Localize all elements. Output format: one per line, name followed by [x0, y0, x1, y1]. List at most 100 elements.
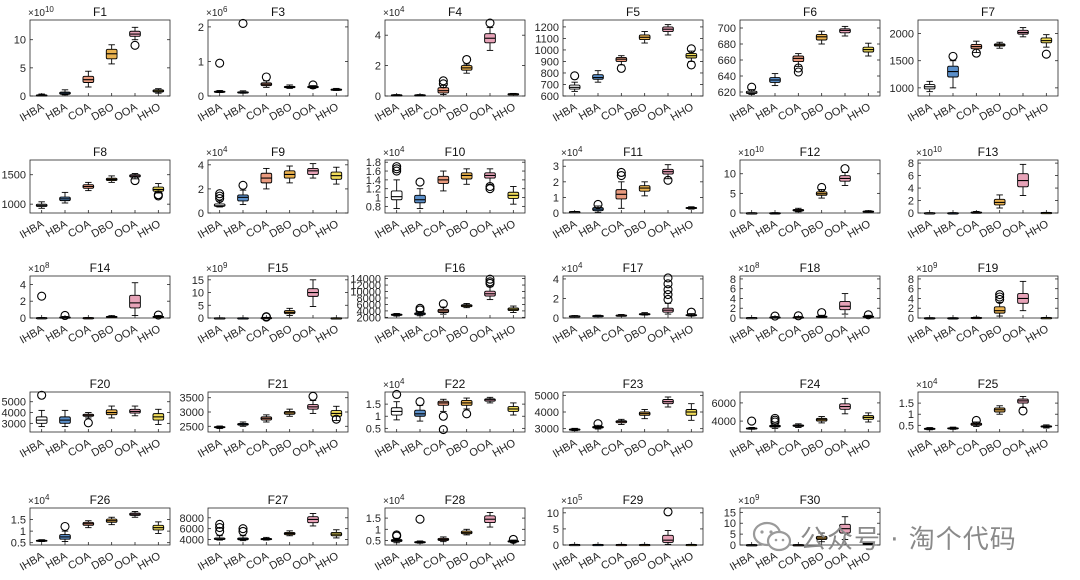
- y-tick-label: 1000: [2, 199, 26, 211]
- box-ooa: [1017, 27, 1029, 38]
- x-tick-label: HHO: [669, 218, 697, 241]
- box-ihba: [568, 543, 581, 547]
- x-tick-label: HHO: [136, 218, 164, 241]
- y-exponent-label: ×104: [561, 145, 583, 159]
- box-dbo: [283, 165, 296, 184]
- x-tick-label: HHO: [669, 550, 697, 573]
- box-ooa: [662, 164, 674, 185]
- outlier-point: [415, 303, 425, 313]
- box-ooa: [484, 168, 496, 194]
- y-tick-label: 1.5: [366, 513, 381, 525]
- outlier-point: [663, 175, 673, 185]
- y-exponent-label: ×1010: [738, 145, 764, 159]
- y-tick-label: 1: [553, 192, 559, 204]
- panel-title: F1: [93, 5, 107, 19]
- box-ooa: [1017, 163, 1029, 196]
- box-hho: [152, 521, 165, 534]
- box-body: [390, 190, 403, 201]
- y-tick-label: 4000: [535, 407, 559, 419]
- x-tick-label: HBA: [754, 323, 780, 345]
- axes-frame: [29, 275, 171, 319]
- y-tick-label: 0: [553, 208, 559, 220]
- panel-title: F3: [271, 5, 285, 19]
- x-tick-label: HHO: [846, 437, 874, 460]
- x-tick-label: HBA: [222, 437, 248, 459]
- y-tick-label: 15: [724, 507, 736, 519]
- box-ihba: [390, 389, 403, 421]
- y-tick-label: 0: [908, 208, 914, 220]
- box-hba: [769, 311, 781, 321]
- box-body: [839, 300, 851, 311]
- outlier-point: [485, 277, 495, 287]
- y-tick-label: 5: [730, 529, 736, 541]
- y-tick-label: 1100: [535, 33, 559, 45]
- box-hho: [862, 412, 875, 423]
- outlier-point: [392, 166, 402, 176]
- box-hba: [592, 199, 604, 213]
- x-tick-label: HHO: [1024, 101, 1052, 124]
- box-ooa: [662, 273, 674, 315]
- box-hba: [769, 413, 781, 429]
- box-ooa: [484, 18, 496, 51]
- panel-title: F20: [90, 377, 111, 391]
- box-dbo: [283, 530, 296, 537]
- y-tick-label: 4000: [2, 408, 26, 420]
- box-hho: [685, 403, 698, 421]
- axes-frame: [562, 275, 704, 319]
- y-tick-label: 2: [375, 61, 381, 73]
- box-ihba: [745, 212, 758, 215]
- y-tick-label: 8: [908, 158, 914, 170]
- y-tick-label: 6000: [357, 299, 381, 311]
- y-tick-label: 1.5: [11, 515, 26, 527]
- y-tick-label: 0.5: [899, 420, 914, 432]
- x-tick-label: HBA: [399, 101, 425, 123]
- box-hba: [592, 543, 604, 547]
- box-body: [414, 409, 426, 417]
- box-hba: [414, 397, 426, 422]
- y-tick-label: 0: [553, 313, 559, 325]
- y-tick-label: 8000: [180, 513, 204, 525]
- x-tick-label: HHO: [314, 101, 342, 124]
- box-hho: [152, 88, 165, 94]
- box-body: [662, 534, 674, 543]
- box-coa: [615, 55, 628, 73]
- box-ihba: [568, 315, 581, 318]
- box-hba: [947, 317, 959, 320]
- box-coa: [82, 520, 95, 529]
- y-tick-label: 600: [541, 91, 559, 103]
- outlier-point: [616, 63, 626, 73]
- x-tick-label: HBA: [577, 550, 603, 572]
- box-coa: [615, 543, 628, 547]
- box-ooa: [839, 516, 851, 541]
- panel-title: F9: [271, 145, 285, 159]
- outlier-point: [238, 18, 248, 29]
- outlier-point: [863, 310, 873, 320]
- box-ooa: [662, 507, 674, 545]
- box-coa: [260, 414, 273, 423]
- x-tick-label: HHO: [1024, 323, 1052, 346]
- box-hho: [330, 405, 343, 424]
- panel-title: F12: [800, 145, 821, 159]
- box-ihba: [568, 71, 581, 92]
- x-tick-label: IHBA: [196, 550, 225, 574]
- y-tick-label: 660: [718, 55, 736, 67]
- y-exponent-label: ×109: [206, 261, 228, 275]
- outlier-point: [770, 311, 780, 321]
- x-tick-label: IHBA: [551, 101, 580, 125]
- x-tick-label: HHO: [491, 550, 519, 573]
- box-coa: [437, 398, 450, 435]
- x-tick-label: IHBA: [373, 101, 402, 125]
- box-coa: [970, 415, 983, 427]
- panel-title: F19: [978, 261, 999, 275]
- x-tick-label: HBA: [577, 437, 603, 459]
- y-tick-label: 1500: [890, 56, 914, 68]
- box-ihba: [35, 291, 48, 320]
- y-exponent-label: ×108: [738, 261, 760, 275]
- chat-bubble-icon: [752, 521, 792, 552]
- box-hho: [330, 87, 343, 91]
- axes-frame: [917, 159, 1059, 214]
- box-hho: [685, 206, 698, 210]
